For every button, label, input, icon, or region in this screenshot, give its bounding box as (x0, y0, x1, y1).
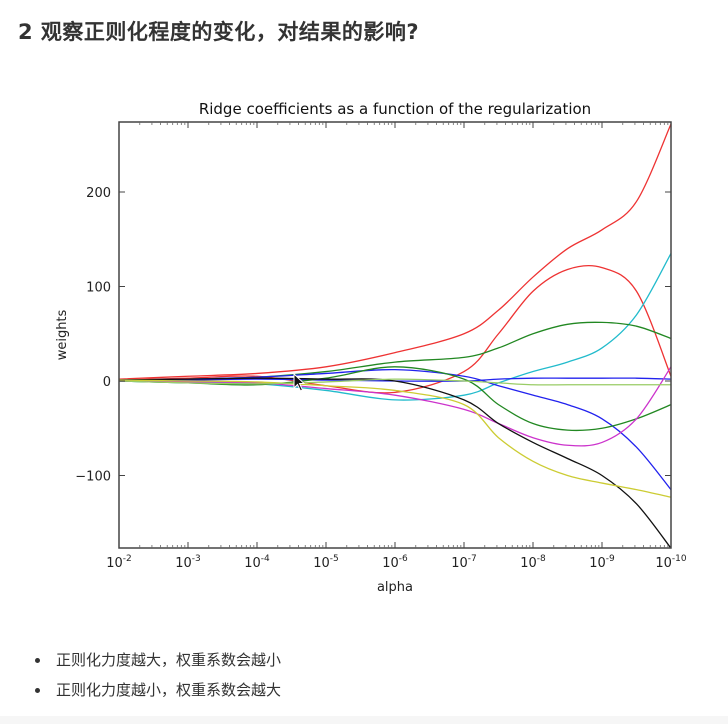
mouse-cursor-icon (293, 373, 306, 392)
series-line-coef-black (118, 377, 672, 549)
y-tick-label: 100 (86, 281, 111, 296)
x-tick-label: 10-2 (106, 554, 132, 571)
series-line-coef-olive (118, 378, 671, 386)
x-tick-label: 10-6 (382, 554, 408, 571)
x-tick-label: 10-10 (655, 554, 687, 571)
chart-curves (118, 123, 672, 549)
series-line-coef-red-1 (118, 123, 672, 380)
page-title: 2 观察正则化程度的变化，对结果的影响? (18, 20, 420, 44)
bullet-item: 正则化力度越大，权重系数会越小 (30, 645, 281, 675)
x-tick-label: 10-8 (520, 554, 546, 571)
x-tick-label: 10-3 (175, 554, 201, 571)
x-tick-label: 10-7 (451, 554, 477, 571)
bullet-dot-icon (35, 688, 40, 693)
bullet-dot-icon (35, 658, 40, 663)
series-line-coef-green-2 (118, 366, 672, 432)
y-tick-label: 200 (86, 186, 111, 201)
x-tick-label: 10-4 (244, 554, 270, 571)
bullet-text: 正则化力度越大，权重系数会越小 (56, 651, 282, 669)
series-line-coef-yellow (118, 379, 672, 498)
x-axis-label: alpha (377, 580, 413, 595)
footer-shade (0, 716, 728, 724)
series-line-coef-magenta (118, 366, 672, 447)
bullet-item: 正则化力度越小，权重系数会越大 (30, 675, 281, 705)
chart-svg: Ridge coefficients as a function of the … (55, 100, 687, 595)
x-tick-label: 10-5 (313, 554, 339, 571)
y-axis: 200 100 0 −100 (75, 186, 671, 485)
series-line-coef-green-1 (118, 321, 672, 381)
bullet-text: 正则化力度越小，权重系数会越大 (56, 681, 282, 699)
x-axis: 10-2 10-3 10-4 10-5 10-6 10-7 10-8 10-9 10-10 (106, 122, 687, 571)
ridge-chart: Ridge coefficients as a function of the … (0, 90, 728, 610)
x-tick-label: 10-9 (589, 554, 615, 571)
plot-frame (118, 121, 672, 549)
series-line-coef-red-2 (118, 264, 672, 394)
chart-title: Ridge coefficients as a function of the … (199, 100, 591, 118)
y-axis-label: weights (55, 309, 70, 360)
y-tick-label: 0 (103, 375, 111, 390)
conclusion-list: 正则化力度越大，权重系数会越小 正则化力度越小，权重系数会越大 (30, 645, 281, 705)
y-tick-label: −100 (75, 470, 111, 485)
